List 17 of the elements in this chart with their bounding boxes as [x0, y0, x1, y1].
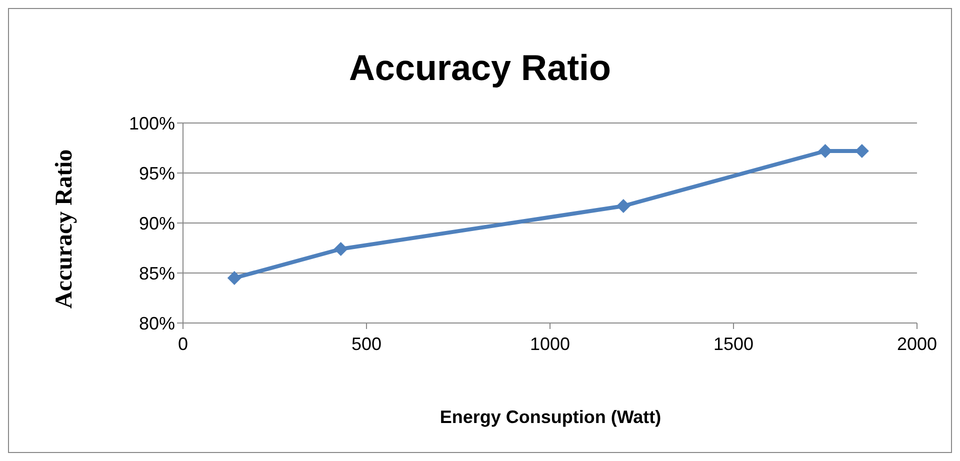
x-axis-title: Energy Consuption (Watt) — [438, 407, 662, 428]
y-tick-label: 100% — [128, 113, 175, 134]
y-axis-title: Accuracy Ratio — [52, 149, 78, 309]
x-tick-label: 500 — [351, 334, 382, 354]
y-tick-label: 85% — [138, 263, 175, 284]
y-tick-label: 95% — [138, 163, 175, 184]
point — [616, 199, 630, 213]
chart-title: Accuracy Ratio — [348, 47, 612, 89]
x-tick-label: 2000 — [896, 334, 938, 354]
x-tick-label: 1500 — [713, 334, 754, 354]
point — [334, 242, 348, 256]
y-tick-label: 80% — [138, 313, 175, 334]
x-tick-label: 0 — [178, 334, 188, 354]
y-tick-label: 90% — [138, 213, 175, 234]
point — [227, 271, 242, 285]
point — [818, 144, 832, 158]
x-tick-label: 1000 — [530, 334, 570, 354]
